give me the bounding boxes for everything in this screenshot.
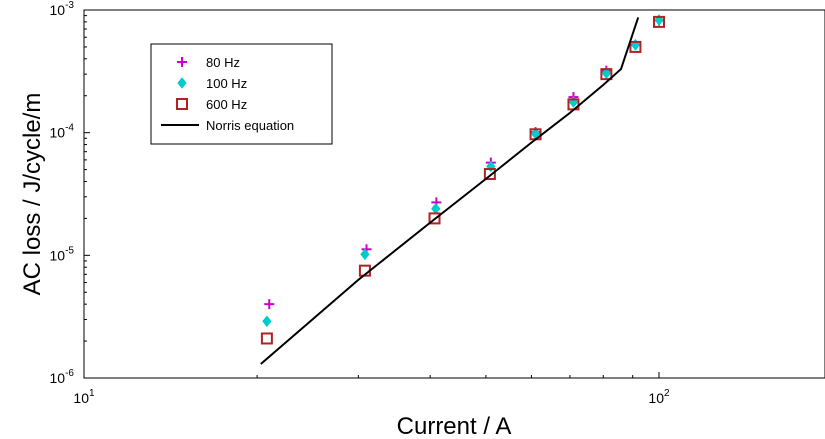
legend-label: 600 Hz [206,97,247,112]
series-100-hz [262,14,664,328]
y-tick-label: 10-3 [50,0,75,18]
y-tick-exponent: -4 [65,123,74,134]
diamond-data-point [262,315,272,328]
legend-entry: Norris equation [161,118,294,133]
x-tick-label: 102 [648,388,670,406]
legend-entry: 80 Hz [177,55,240,70]
series-norris-equation [260,17,640,365]
legend-diamond-swatch [177,77,187,89]
y-tick-label: 10-6 [50,368,75,386]
x-tick-exponent: 2 [664,388,670,399]
diamond-data-point [360,248,370,261]
x-tick-label: 101 [73,388,95,406]
y-tick-exponent: -3 [65,0,74,11]
plus-data-point [264,299,275,310]
square-data-point [629,40,642,53]
square-data-point [260,332,273,345]
y-tick-label: 10-4 [50,123,75,141]
norris-equation-line [260,17,640,365]
legend-label: Norris equation [206,118,294,133]
y-axis-title: AC loss / J/cycle/m [19,93,46,296]
y-tick-base: 10 [50,2,66,18]
data-layer [260,14,665,365]
legend-entry: 600 Hz [176,97,247,112]
legend-label: 100 Hz [206,76,247,91]
y-tick-base: 10 [50,125,66,141]
square-data-point [653,15,665,28]
y-tick-exponent: -5 [65,245,74,256]
x-axis-title: Current / A [397,413,512,439]
legend-label: 80 Hz [206,55,240,70]
y-tick-base: 10 [50,247,66,263]
x-tick-exponent: 1 [89,388,95,399]
y-tick-base: 10 [50,370,66,386]
x-tick-base: 10 [648,390,664,406]
square-data-point [428,212,441,225]
square-data-point [600,68,613,81]
y-tick-label: 10-5 [50,245,75,263]
legend-plus-swatch [177,57,187,67]
legend-entry: 100 Hz [177,76,247,91]
y-tick-exponent: -6 [65,368,74,379]
square-data-point [483,168,496,181]
legend: 80 Hz 100 Hz 600 Hz Norris equation [150,43,333,145]
legend-square-swatch [176,98,188,110]
x-tick-base: 10 [73,390,89,406]
